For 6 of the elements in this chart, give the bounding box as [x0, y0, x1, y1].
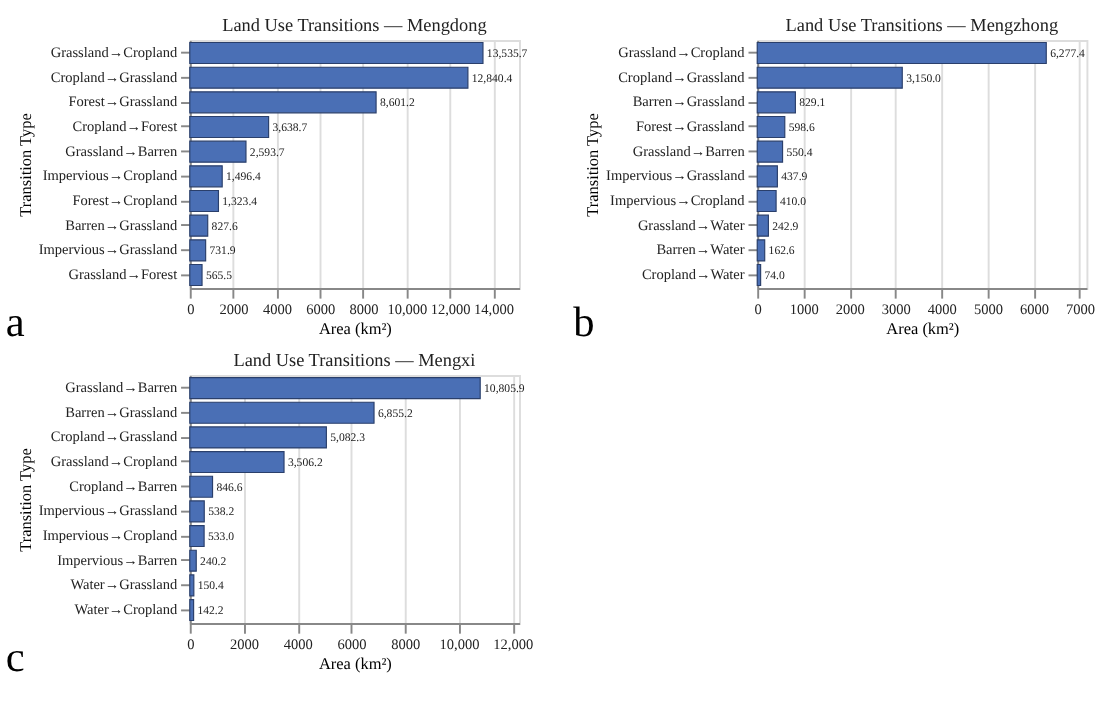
- text: b: [573, 298, 595, 347]
- chart-title: Land Use Transitions — Mengxi: [233, 350, 477, 371]
- text: a: [5, 298, 26, 347]
- text: c: [5, 633, 25, 682]
- chart-title: Land Use Transitions — Mengzhong: [785, 15, 1059, 36]
- chart-title: Land Use Transitions — Mengdong: [222, 15, 488, 36]
